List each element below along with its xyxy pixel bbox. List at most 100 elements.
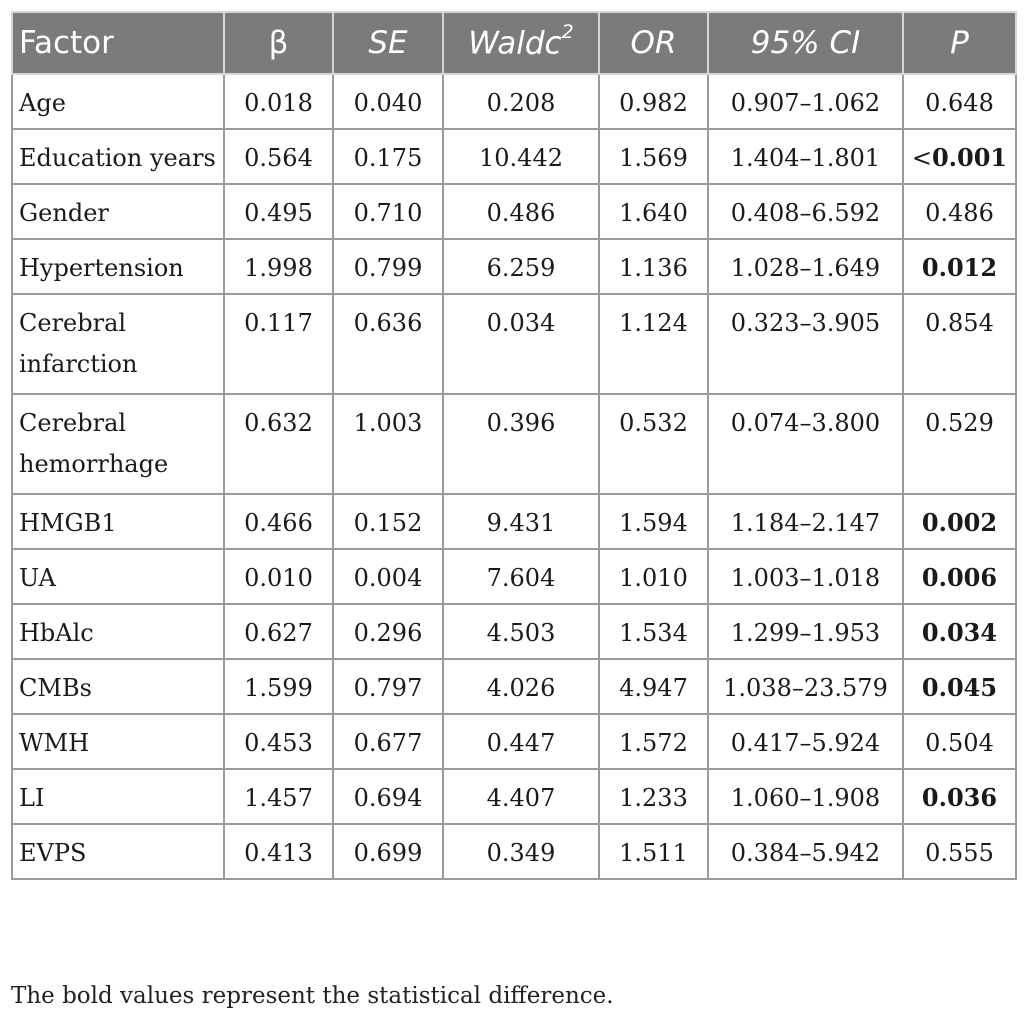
se-cell: 0.152 (332, 493, 444, 550)
table-row: Education years 0.564 0.175 10.442 1.569 1.40… (11, 128, 1017, 185)
table-row: Cerebral hemorrhage 0.632 1.003 0.396 0.532 0… (11, 393, 1017, 495)
se-cell: 1.003 (332, 393, 444, 495)
se-cell: 0.710 (332, 183, 444, 240)
wald-cell: 0.349 (442, 823, 600, 880)
ci-cell: 0.323–3.905 (707, 293, 904, 395)
beta-cell: 0.564 (223, 128, 334, 185)
p-value-prefix: < (911, 144, 932, 172)
p-value-cell: 0.012 (902, 238, 1017, 295)
or-cell: 1.136 (598, 238, 709, 295)
p-value-text: 0.486 (925, 199, 994, 227)
table-row: HMGB1 0.466 0.152 9.431 1.594 1.184–2.147 0.00… (11, 493, 1017, 550)
se-cell: 0.040 (332, 73, 444, 130)
wald-cell: 10.442 (442, 128, 600, 185)
se-cell: 0.296 (332, 603, 444, 660)
or-cell: 0.982 (598, 73, 709, 130)
wald-cell: 0.486 (442, 183, 600, 240)
p-value-cell: 0.504 (902, 713, 1017, 770)
wald-cell: 0.034 (442, 293, 600, 395)
beta-cell: 0.632 (223, 393, 334, 495)
beta-cell: 0.117 (223, 293, 334, 395)
p-value-cell: 0.529 (902, 393, 1017, 495)
factor-cell: CMBs (11, 658, 225, 715)
table-row: LI 1.457 0.694 4.407 1.233 1.060–1.908 0.036 (11, 768, 1017, 825)
header-wald-text: Waldc (468, 25, 562, 62)
p-value-cell: 0.045 (902, 658, 1017, 715)
beta-cell: 1.599 (223, 658, 334, 715)
or-cell: 1.594 (598, 493, 709, 550)
p-value-cell: <0.001 (902, 128, 1017, 185)
wald-cell: 6.259 (442, 238, 600, 295)
factor-cell: LI (11, 768, 225, 825)
se-cell: 0.797 (332, 658, 444, 715)
or-cell: 0.532 (598, 393, 709, 495)
table-row: CMBs 1.599 0.797 4.026 4.947 1.038–23.579 0.04… (11, 658, 1017, 715)
header-wald: Waldc2 (442, 11, 600, 75)
table-footnote: The bold values represent the statistica… (11, 983, 614, 1009)
wald-cell: 4.026 (442, 658, 600, 715)
factor-cell: HbAlc (11, 603, 225, 660)
beta-cell: 0.466 (223, 493, 334, 550)
table-row: EVPS 0.413 0.699 0.349 1.511 0.384–5.942 0.555 (11, 823, 1017, 880)
se-cell: 0.677 (332, 713, 444, 770)
p-value-cell: 0.036 (902, 768, 1017, 825)
wald-cell: 4.407 (442, 768, 600, 825)
or-cell: 1.569 (598, 128, 709, 185)
ci-cell: 1.038–23.579 (707, 658, 904, 715)
header-wald-superscript: 2 (561, 20, 574, 43)
ci-cell: 1.184–2.147 (707, 493, 904, 550)
p-value-text: 0.045 (921, 673, 998, 702)
p-value-text: 0.006 (921, 563, 998, 592)
or-cell: 1.640 (598, 183, 709, 240)
p-value-cell: 0.034 (902, 603, 1017, 660)
p-value-text: 0.012 (921, 253, 998, 282)
table-row: Gender 0.495 0.710 0.486 1.640 0.408–6.592 0.4… (11, 183, 1017, 240)
se-cell: 0.799 (332, 238, 444, 295)
table-row: UA 0.010 0.004 7.604 1.010 1.003–1.018 0.006 (11, 548, 1017, 605)
p-value-text: 0.034 (921, 618, 998, 647)
factor-cell: Age (11, 73, 225, 130)
factor-cell: Hypertension (11, 238, 225, 295)
ci-cell: 0.907–1.062 (707, 73, 904, 130)
ci-cell: 1.028–1.649 (707, 238, 904, 295)
se-cell: 0.175 (332, 128, 444, 185)
table-body: Age 0.018 0.040 0.208 0.982 0.907–1.062 0.648 E… (11, 73, 1017, 880)
ci-cell: 1.299–1.953 (707, 603, 904, 660)
wald-cell: 9.431 (442, 493, 600, 550)
factor-cell: WMH (11, 713, 225, 770)
factor-cell: Cerebral infarction (11, 293, 225, 395)
regression-table-container: Factor β SE Waldc2 OR 95% CI P Age 0.018 0… (11, 11, 1017, 880)
beta-cell: 1.457 (223, 768, 334, 825)
wald-cell: 4.503 (442, 603, 600, 660)
or-cell: 1.511 (598, 823, 709, 880)
beta-cell: 0.413 (223, 823, 334, 880)
table-row: Age 0.018 0.040 0.208 0.982 0.907–1.062 0.648 (11, 73, 1017, 130)
beta-cell: 0.010 (223, 548, 334, 605)
factor-cell: HMGB1 (11, 493, 225, 550)
beta-cell: 0.453 (223, 713, 334, 770)
ci-cell: 0.417–5.924 (707, 713, 904, 770)
factor-cell: Cerebral hemorrhage (11, 393, 225, 495)
wald-cell: 0.208 (442, 73, 600, 130)
p-value-cell: 0.486 (902, 183, 1017, 240)
ci-cell: 0.074–3.800 (707, 393, 904, 495)
ci-cell: 0.408–6.592 (707, 183, 904, 240)
p-value-text: 0.036 (921, 783, 998, 812)
beta-cell: 0.018 (223, 73, 334, 130)
se-cell: 0.699 (332, 823, 444, 880)
factor-cell: EVPS (11, 823, 225, 880)
header-ci: 95% CI (707, 11, 904, 75)
ci-cell: 1.404–1.801 (707, 128, 904, 185)
p-value-text: 0.529 (925, 409, 994, 437)
header-se: SE (332, 11, 444, 75)
or-cell: 1.010 (598, 548, 709, 605)
header-p: P (902, 11, 1017, 75)
regression-table: Factor β SE Waldc2 OR 95% CI P Age 0.018 0… (11, 11, 1017, 880)
header-beta: β (223, 11, 334, 75)
beta-cell: 0.627 (223, 603, 334, 660)
se-cell: 0.004 (332, 548, 444, 605)
se-cell: 0.636 (332, 293, 444, 395)
or-cell: 4.947 (598, 658, 709, 715)
beta-cell: 1.998 (223, 238, 334, 295)
ci-cell: 1.060–1.908 (707, 768, 904, 825)
